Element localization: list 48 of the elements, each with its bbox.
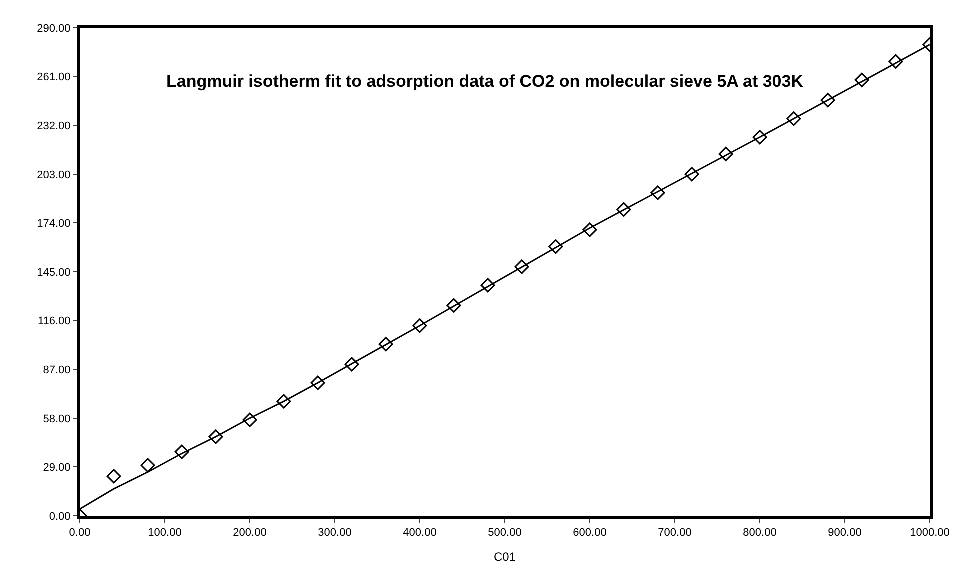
point bbox=[208, 430, 224, 444]
x-tick-label: 300.00 bbox=[318, 527, 352, 540]
y-tick-label: 232.00 bbox=[37, 120, 71, 132]
x-tick-label: 0.00 bbox=[69, 527, 91, 540]
y-tick-label: 29.00 bbox=[43, 462, 71, 474]
point bbox=[310, 376, 326, 390]
point bbox=[888, 54, 904, 69]
point bbox=[718, 146, 734, 162]
point bbox=[684, 167, 700, 182]
y-tick-label: 203.00 bbox=[37, 169, 71, 182]
y-tick-label: 290.00 bbox=[37, 22, 71, 35]
x-tick-label: 600.00 bbox=[573, 527, 607, 540]
y-tick-label: 174.00 bbox=[37, 218, 71, 230]
x-tick-label: 800.00 bbox=[743, 527, 777, 540]
text: Langmuir isotherm fit to adsorption data of CO2 on molecular sieve 5A at 303K bbox=[166, 72, 804, 91]
x-tick-label: 1000.00 bbox=[910, 527, 950, 540]
point bbox=[752, 130, 768, 145]
point bbox=[582, 222, 598, 238]
y-tick-label: 116.00 bbox=[38, 316, 71, 328]
y-tick-label: 261.00 bbox=[37, 72, 71, 84]
point bbox=[854, 72, 870, 88]
point bbox=[174, 444, 190, 460]
point bbox=[106, 469, 122, 484]
point bbox=[412, 318, 428, 334]
x-axis-title: C01 bbox=[494, 550, 516, 564]
point bbox=[344, 357, 360, 372]
point bbox=[548, 240, 564, 254]
x-tick-label: 100.00 bbox=[148, 527, 182, 540]
point bbox=[480, 278, 496, 293]
x-tick-label: 900.00 bbox=[828, 527, 862, 540]
point bbox=[650, 186, 666, 200]
point bbox=[616, 202, 632, 217]
x-tick-label: 500.00 bbox=[488, 527, 522, 540]
y-tick-label: 58.00 bbox=[43, 413, 71, 426]
point bbox=[786, 112, 802, 126]
point bbox=[242, 412, 258, 428]
point bbox=[378, 337, 394, 352]
point bbox=[140, 458, 156, 473]
point bbox=[446, 298, 462, 313]
point bbox=[276, 394, 292, 409]
point bbox=[820, 93, 836, 108]
point bbox=[514, 260, 530, 274]
x-tick-label: 200.00 bbox=[233, 527, 267, 540]
y-tick-label: 87.00 bbox=[43, 364, 71, 376]
x-tick-label: 700.00 bbox=[658, 527, 692, 540]
x-tick-label: 400.00 bbox=[403, 527, 437, 540]
y-tick-label: 0.00 bbox=[49, 510, 71, 523]
y-tick-label: 145.00 bbox=[37, 266, 71, 279]
